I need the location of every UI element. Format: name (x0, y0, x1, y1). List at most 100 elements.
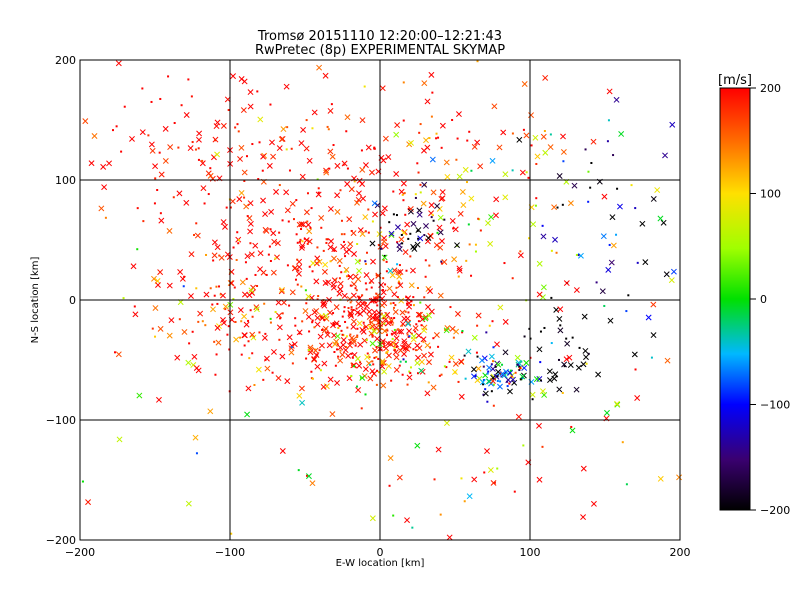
data-point-cross (452, 360, 459, 367)
data-point-dot (350, 375, 353, 378)
data-point-cross (357, 341, 364, 348)
data-point-cross (497, 383, 503, 390)
data-point-dot (587, 170, 590, 173)
data-point-cross (257, 116, 264, 123)
data-point-cross (230, 73, 237, 80)
data-point-dot (287, 220, 290, 223)
data-point-cross (316, 64, 323, 71)
data-point-dot (606, 140, 609, 143)
data-point-dot (443, 365, 446, 368)
data-point-dot (384, 329, 387, 332)
data-point-dot (393, 316, 396, 319)
data-point-cross (298, 140, 305, 147)
data-point-dot (369, 281, 372, 284)
data-point-dot (514, 371, 517, 374)
data-point-cross (314, 363, 321, 370)
data-point-dot (310, 207, 313, 210)
data-point-cross (404, 517, 410, 524)
data-point-dot (341, 333, 344, 336)
data-point-cross (296, 329, 303, 336)
data-point-dot (402, 119, 405, 122)
data-point-dot (412, 348, 415, 351)
data-point-cross (227, 280, 234, 286)
data-point-cross (218, 254, 225, 261)
data-point-cross (424, 390, 431, 397)
data-point-cross (236, 196, 243, 203)
data-point-dot (307, 349, 310, 352)
data-point-dot (392, 302, 395, 305)
data-point-dot (304, 289, 307, 292)
data-point-cross (253, 304, 260, 311)
data-point-dot (218, 285, 221, 288)
data-point-cross (348, 186, 355, 193)
data-point-dot (492, 383, 495, 386)
data-point-cross (192, 434, 199, 441)
x-tick-label: 100 (520, 546, 541, 559)
data-point-cross (369, 368, 376, 375)
data-point-cross (214, 151, 221, 158)
data-point-cross (320, 383, 327, 390)
data-point-dot (195, 452, 198, 455)
data-point-dot (373, 147, 376, 150)
data-point-cross (139, 129, 146, 136)
data-point-dot (440, 373, 443, 376)
data-point-dot (417, 171, 420, 174)
data-point-dot (394, 304, 397, 307)
data-point-cross (369, 314, 376, 321)
data-point-dot (295, 233, 298, 236)
data-point-dot (535, 162, 538, 165)
data-point-cross (359, 231, 366, 237)
data-point-cross (534, 153, 541, 160)
data-point-cross (347, 311, 354, 318)
data-point-cross (322, 261, 329, 268)
data-point-dot (360, 149, 363, 152)
data-point-dot (590, 162, 593, 165)
data-point-cross (166, 332, 173, 339)
data-point-dot (326, 331, 329, 334)
data-point-cross (577, 252, 584, 259)
data-point-cross (444, 173, 451, 180)
data-point-cross (406, 300, 413, 307)
data-point-dot (344, 270, 347, 273)
data-point-dot (382, 342, 385, 345)
y-tick-label: −100 (46, 414, 76, 427)
data-point-dot (449, 306, 452, 309)
data-point-dot (409, 366, 412, 369)
data-point-cross (451, 369, 458, 375)
data-point-dot (278, 184, 281, 187)
data-point-cross (456, 173, 463, 180)
data-point-cross (326, 342, 333, 349)
data-point-cross (532, 134, 539, 141)
data-point-cross (284, 378, 291, 385)
data-point-cross (247, 103, 254, 110)
data-point-cross (247, 220, 254, 227)
data-point-dot (362, 321, 365, 324)
data-point-dot (317, 191, 320, 194)
data-point-dot (585, 362, 588, 365)
data-point-cross (433, 332, 440, 338)
data-point-dot (418, 314, 421, 317)
data-point-dot (142, 220, 145, 223)
data-point-dot (375, 301, 378, 304)
data-point-dot (457, 275, 460, 278)
data-point-cross (425, 304, 431, 310)
data-point-cross (359, 166, 366, 173)
data-point-dot (156, 189, 159, 192)
data-point-cross (502, 318, 509, 325)
data-point-cross (397, 269, 404, 275)
data-point-cross (331, 255, 337, 262)
data-point-dot (246, 215, 249, 218)
data-point-dot (340, 233, 343, 236)
data-point-cross (443, 420, 450, 427)
data-point-cross (414, 342, 421, 349)
data-point-dot (368, 356, 371, 359)
data-point-cross (362, 162, 369, 169)
data-point-dot (527, 176, 530, 179)
data-point-cross (248, 287, 255, 294)
data-point-dot (328, 167, 331, 170)
data-point-cross (546, 368, 553, 375)
data-point-cross (98, 205, 105, 212)
data-point-dot (455, 158, 458, 161)
data-point-cross (300, 126, 307, 133)
data-point-dot (486, 400, 489, 403)
